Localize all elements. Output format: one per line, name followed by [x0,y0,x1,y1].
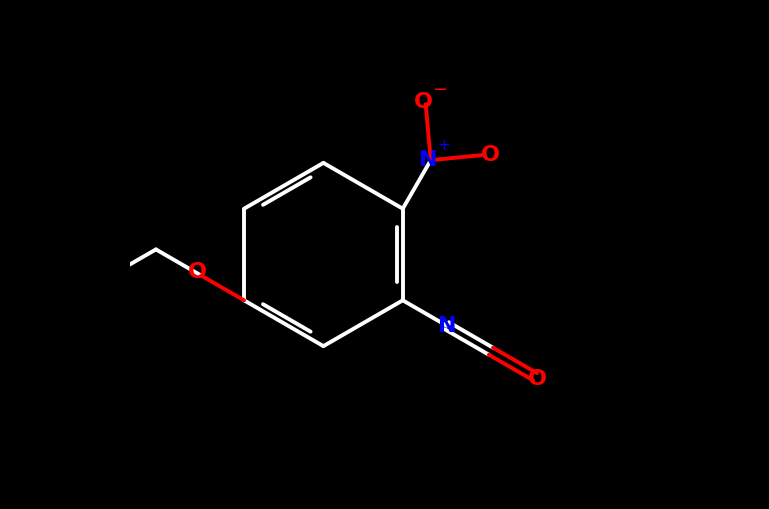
Text: N: N [438,316,456,336]
Text: +: + [437,138,450,153]
Text: O: O [528,369,547,389]
Text: O: O [481,145,501,165]
Text: −: − [432,81,448,99]
Text: O: O [414,92,433,111]
Text: N: N [419,150,438,170]
Text: O: O [188,262,207,282]
